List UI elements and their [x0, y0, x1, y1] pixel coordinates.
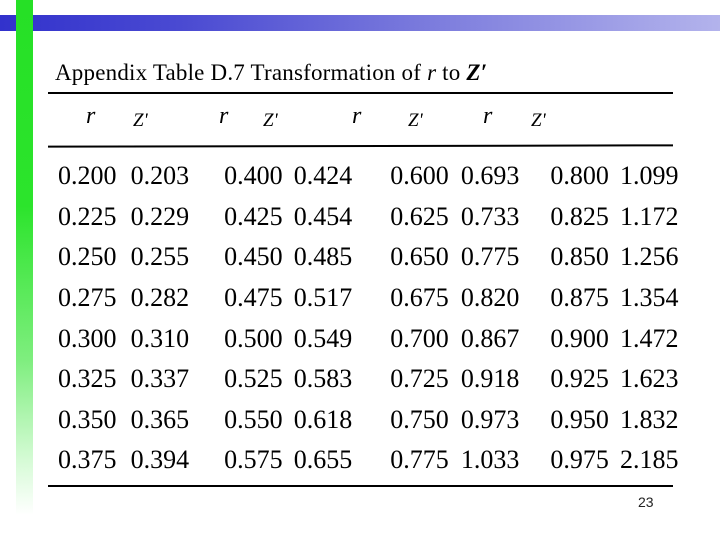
column-header-z-prime: Z': [133, 110, 148, 131]
r-value: 0.825: [550, 201, 609, 231]
table-row: 0.250 0.255 0.450 0.485 0.650 0.775 0.850 1.256: [48, 237, 679, 278]
table-row: 0.275 0.282 0.475 0.517 0.675 0.820 0.875 1.354: [48, 278, 679, 319]
table-row: 0.325 0.337 0.525 0.583 0.725 0.918 0.925 1.623: [48, 359, 679, 400]
z-prime-value: 0.229: [130, 201, 190, 231]
z-prime-value: 0.693: [460, 161, 520, 191]
table-header-rule: [47, 144, 674, 148]
z-prime-value: 1.256: [619, 242, 679, 272]
r-value: 0.400: [224, 161, 283, 191]
table-row: 0.375 0.394 0.575 0.655 0.775 1.033 0.975 2.185: [48, 440, 679, 481]
z-prime-value: 0.485: [293, 242, 353, 272]
column-header-z-prime: Z': [263, 110, 278, 131]
column-header-r: r: [352, 103, 362, 129]
z-prime-value: 0.310: [130, 323, 190, 353]
z-prime-value: 0.365: [130, 404, 190, 434]
z-prime-value: 0.918: [460, 364, 520, 394]
page-number: 23: [638, 494, 654, 510]
title-variable-z-prime: Z′: [466, 60, 488, 85]
z-prime-value: 0.454: [293, 201, 353, 231]
column-header-z-prime: Z': [531, 110, 546, 131]
r-value: 0.525: [224, 364, 283, 394]
z-prime-value: 1.172: [619, 201, 679, 231]
r-value: 0.250: [58, 242, 117, 272]
r-value: 0.900: [550, 323, 609, 353]
r-value: 0.625: [390, 201, 449, 231]
z-prime-value: 0.255: [130, 242, 190, 272]
table-body: 0.200 0.203 0.400 0.424 0.600 0.693 0.800 1.099…: [48, 156, 679, 481]
r-value: 0.950: [550, 404, 609, 434]
z-prime-value: 0.775: [460, 242, 520, 272]
r-value: 0.750: [390, 404, 449, 434]
z-prime-value: 0.820: [460, 283, 520, 313]
r-value: 0.725: [390, 364, 449, 394]
table-bottom-rule: [48, 485, 673, 487]
r-value: 0.275: [58, 283, 117, 313]
table-row: 0.300 0.310 0.500 0.549 0.700 0.867 0.900 1.472: [48, 318, 679, 359]
z-prime-value: 0.655: [293, 445, 353, 475]
z-prime-value: 0.867: [460, 323, 520, 353]
title-text-prefix: Appendix Table D.7 Transformation of: [55, 60, 428, 85]
r-value: 0.575: [224, 445, 283, 475]
table-row: 0.225 0.229 0.425 0.454 0.625 0.733 0.825 1.172: [48, 197, 679, 238]
z-prime-value: 0.424: [293, 161, 353, 191]
title-variable-r: r: [427, 60, 437, 85]
z-prime-value: 0.517: [293, 283, 353, 313]
r-value: 0.875: [550, 283, 609, 313]
r-value: 0.225: [58, 201, 117, 231]
r-value: 0.325: [58, 364, 117, 394]
z-prime-value: 2.185: [619, 445, 679, 475]
r-value: 0.300: [58, 323, 117, 353]
column-header-r: r: [219, 103, 229, 129]
column-header-z-prime: Z': [408, 110, 423, 131]
r-value: 0.675: [390, 283, 449, 313]
z-prime-value: 0.549: [293, 323, 353, 353]
r-value: 0.375: [58, 445, 117, 475]
r-value: 0.800: [550, 161, 609, 191]
r-value: 0.925: [550, 364, 609, 394]
r-value: 0.975: [550, 445, 609, 475]
r-value: 0.700: [390, 323, 449, 353]
z-prime-value: 0.733: [460, 201, 520, 231]
z-prime-value: 0.337: [130, 364, 190, 394]
r-value: 0.550: [224, 404, 283, 434]
table-row: 0.200 0.203 0.400 0.424 0.600 0.693 0.800 1.099: [48, 156, 679, 197]
r-value: 0.200: [58, 161, 117, 191]
z-prime-value: 0.973: [460, 404, 520, 434]
column-header-r: r: [86, 103, 96, 129]
top-blue-bar-decoration: [0, 15, 720, 31]
title-rule: [48, 92, 673, 94]
z-prime-value: 1.354: [619, 283, 679, 313]
slide-title: Appendix Table D.7 Transformation of r t…: [55, 60, 685, 86]
r-value: 0.350: [58, 404, 117, 434]
table-row: 0.350 0.365 0.550 0.618 0.750 0.973 0.950 1.832: [48, 400, 679, 441]
r-value: 0.425: [224, 201, 283, 231]
z-prime-value: 0.203: [130, 161, 190, 191]
r-value: 0.650: [390, 242, 449, 272]
r-value: 0.600: [390, 161, 449, 191]
table-header-row: r Z' r Z' r Z' r Z': [48, 103, 673, 137]
z-prime-value: 0.282: [130, 283, 190, 313]
z-prime-value: 1.033: [460, 445, 520, 475]
z-prime-value: 1.099: [619, 161, 679, 191]
r-value: 0.450: [224, 242, 283, 272]
r-value: 0.475: [224, 283, 283, 313]
left-green-bar-decoration: [16, 0, 33, 515]
column-header-r: r: [483, 103, 493, 129]
r-value: 0.850: [550, 242, 609, 272]
z-prime-value: 0.394: [130, 445, 190, 475]
r-value: 0.775: [390, 445, 449, 475]
z-prime-value: 1.832: [619, 404, 679, 434]
z-prime-value: 1.472: [619, 323, 679, 353]
title-text-middle: to: [436, 60, 467, 85]
z-prime-value: 1.623: [619, 364, 679, 394]
z-prime-value: 0.618: [293, 404, 353, 434]
r-value: 0.500: [224, 323, 283, 353]
z-prime-value: 0.583: [293, 364, 353, 394]
